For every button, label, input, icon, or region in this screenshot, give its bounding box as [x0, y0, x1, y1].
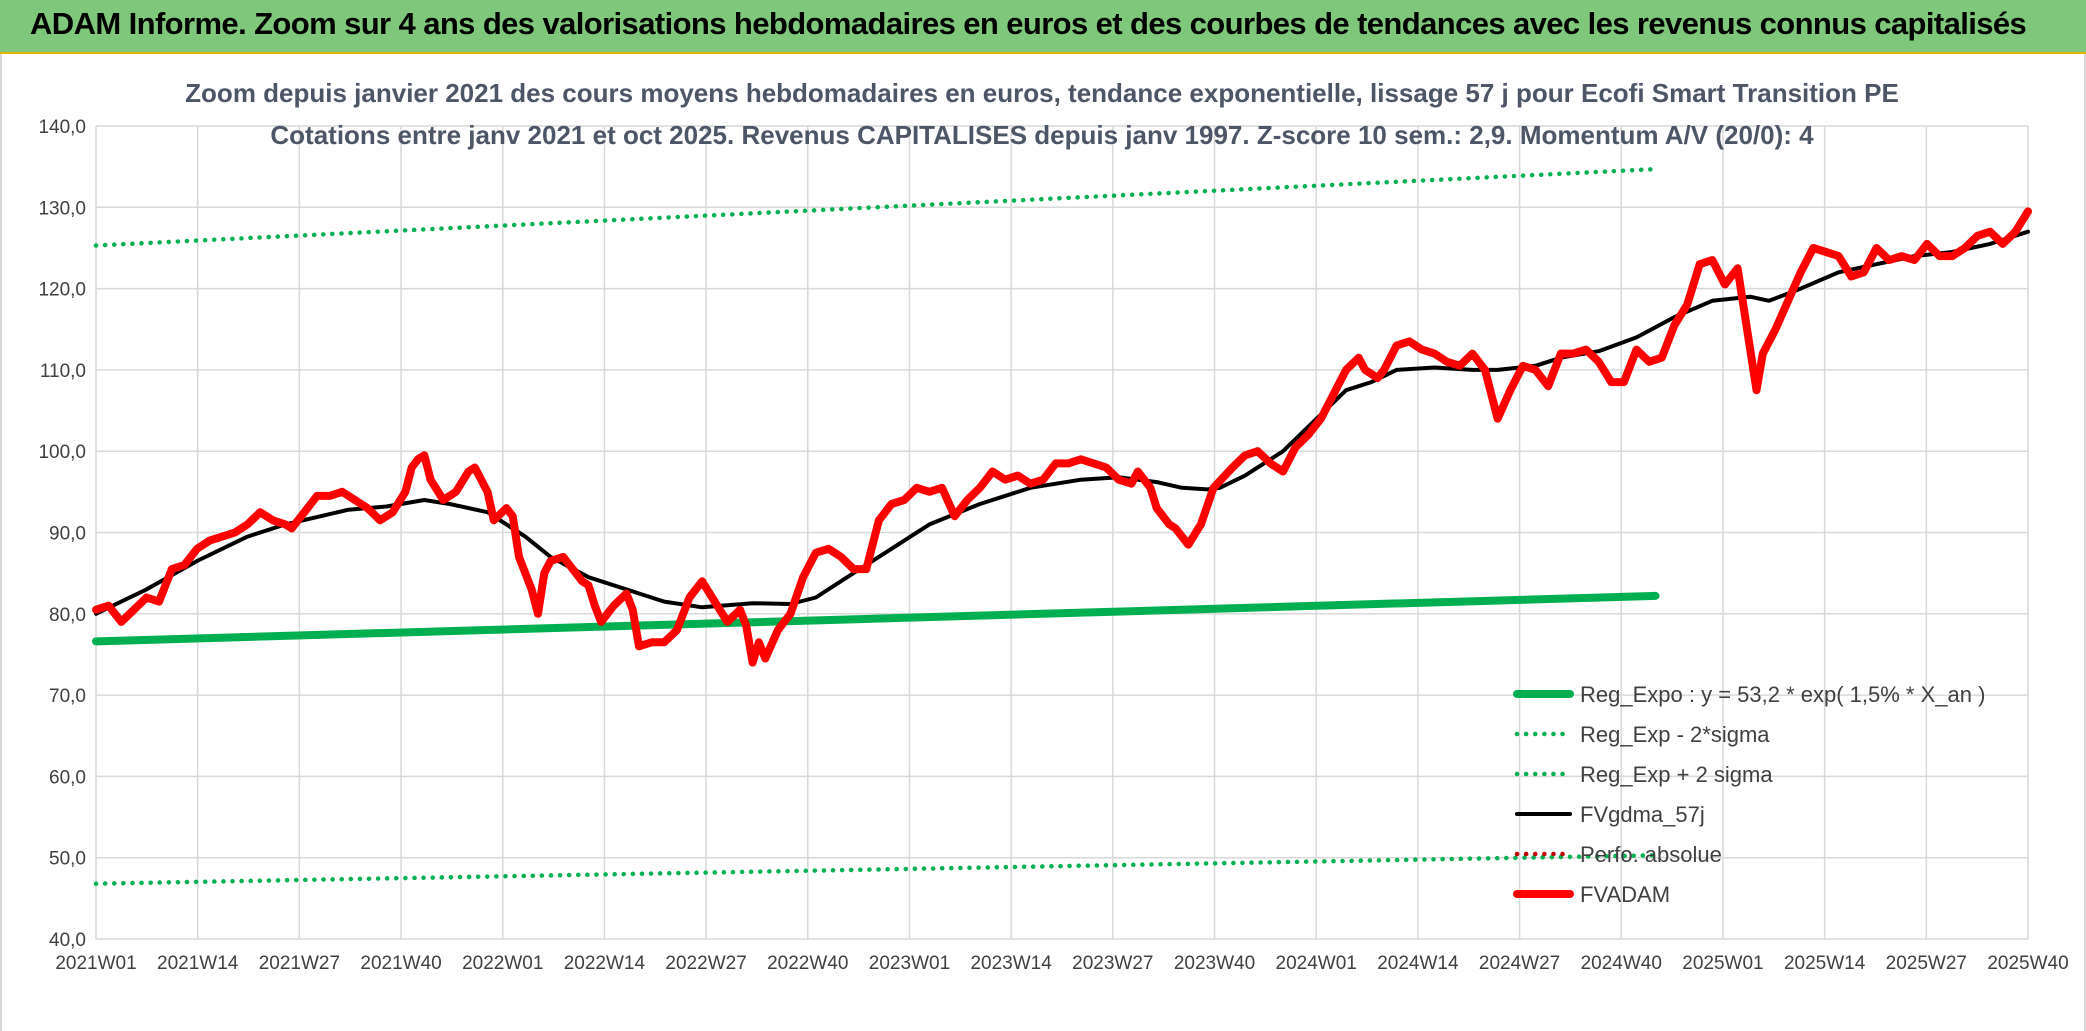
x-tick-label: 2022W27: [665, 953, 746, 974]
y-tick-label: 120,0: [38, 280, 86, 301]
x-tick-label: 2025W27: [1886, 953, 1967, 974]
grid-lines: [95, 125, 2029, 940]
legend-label: Perfo. absolue: [1580, 842, 1722, 867]
y-tick-label: 50,0: [49, 849, 86, 870]
x-tick-label: 2023W01: [869, 953, 950, 974]
series-line-0: [92, 591, 1660, 646]
y-tick-label: 100,0: [38, 442, 86, 463]
x-tick-label: 2025W40: [1987, 953, 2068, 974]
legend: Reg_Expo : y = 53,2 * exp( 1,5% * X_an )…: [1513, 682, 1985, 907]
chart-titles: Zoom depuis janvier 2021 des cours moyen…: [185, 78, 1899, 150]
y-tick-label: 40,0: [49, 930, 86, 951]
legend-label: Reg_Exp + 2 sigma: [1580, 762, 1773, 787]
report-title: ADAM Informe. Zoom sur 4 ans des valoris…: [30, 6, 2027, 41]
x-tick-label: 2024W27: [1479, 953, 1560, 974]
series-line-3: [94, 229, 2030, 616]
y-tick-label: 70,0: [49, 686, 86, 707]
legend-label: Reg_Exp - 2*sigma: [1580, 722, 1770, 747]
x-tick-label: 2023W40: [1174, 953, 1255, 974]
y-tick-label: 110,0: [40, 361, 86, 382]
y-tick-label: 60,0: [49, 767, 86, 788]
chart-title-line: Cotations entre janv 2021 et oct 2025. R…: [270, 120, 1814, 150]
x-tick-label: 2021W01: [55, 953, 136, 974]
report-banner: ADAM Informe. Zoom sur 4 ans des valoris…: [0, 0, 2086, 54]
line-chart: Zoom depuis janvier 2021 des cours moyen…: [38, 78, 2068, 974]
series-line-5: [92, 207, 2032, 667]
y-tick-label: 130,0: [38, 198, 86, 219]
x-tick-label: 2024W40: [1581, 953, 1662, 974]
y-tick-label: 80,0: [49, 605, 86, 626]
y-tick-label: 90,0: [49, 524, 86, 545]
series-line-1: [93, 853, 1658, 886]
x-tick-label: 2021W14: [157, 953, 239, 974]
x-tick-label: 2022W01: [462, 953, 543, 974]
x-tick-label: 2022W14: [564, 953, 646, 974]
x-tick-label: 2025W01: [1682, 953, 1763, 974]
series-lines: [92, 166, 2032, 886]
x-tick-label: 2023W14: [970, 953, 1052, 974]
legend-label: Reg_Expo : y = 53,2 * exp( 1,5% * X_an ): [1580, 682, 1985, 707]
x-tick-label: 2021W27: [259, 953, 340, 974]
x-tick-label: 2023W27: [1072, 953, 1153, 974]
x-tick-label: 2024W01: [1276, 953, 1357, 974]
x-tick-label: 2021W40: [360, 953, 441, 974]
chart-title-line: Zoom depuis janvier 2021 des cours moyen…: [185, 78, 1899, 108]
series-line-2: [93, 166, 1658, 248]
y-axis-tick-labels: 40,0 50,0 60,0 70,0 80,0 90,0 100,0 110,0 120,0 1…: [38, 117, 86, 951]
x-axis-tick-labels: 2021W01 2021W14 2021W27 2021W40 2022W01 2022W…: [55, 953, 2068, 974]
x-tick-label: 2025W14: [1784, 953, 1866, 974]
x-tick-label: 2024W14: [1377, 953, 1459, 974]
y-tick-label: 140,0: [38, 117, 86, 138]
legend-label: FVgdma_57j: [1580, 802, 1705, 827]
chart-area: Zoom depuis janvier 2021 des cours moyen…: [0, 54, 2086, 1031]
legend-label: FVADAM: [1580, 882, 1670, 907]
x-tick-label: 2022W40: [767, 953, 848, 974]
